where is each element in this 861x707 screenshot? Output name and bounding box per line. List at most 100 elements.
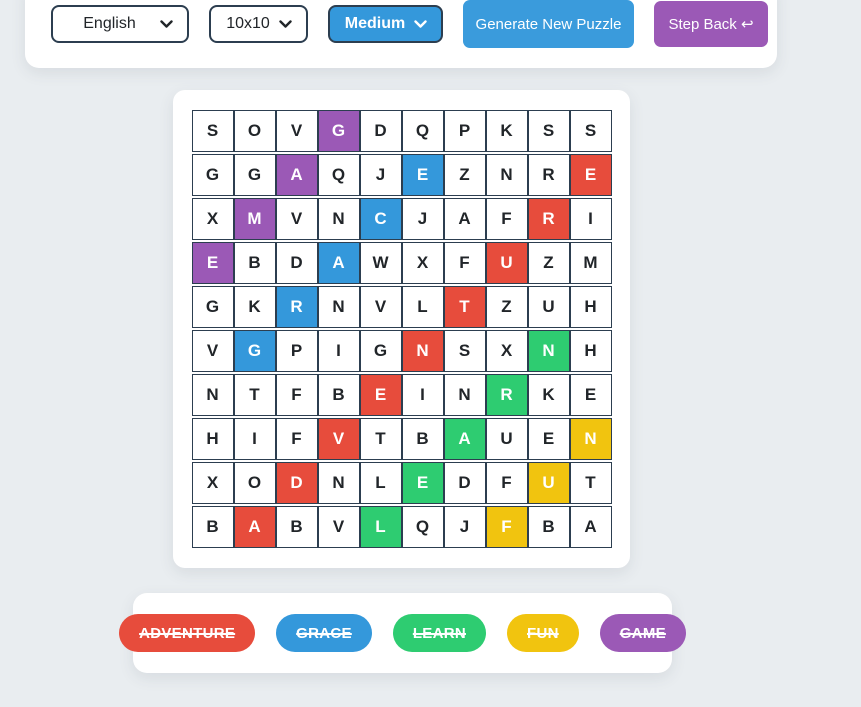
grid-cell-r1c4[interactable]: G xyxy=(317,110,360,152)
grid-cell-r2c7[interactable]: Z xyxy=(443,154,486,196)
grid-cell-r3c6[interactable]: J xyxy=(401,198,444,240)
grid-cell-r2c2[interactable]: G xyxy=(233,154,276,196)
grid-cell-r8c5[interactable]: T xyxy=(359,418,402,460)
grid-cell-r8c2[interactable]: I xyxy=(233,418,276,460)
grid-cell-r4c10[interactable]: M xyxy=(569,242,612,284)
grid-cell-r9c10[interactable]: T xyxy=(569,462,612,504)
grid-cell-r4c6[interactable]: X xyxy=(401,242,444,284)
grid-cell-r7c1[interactable]: N xyxy=(191,374,234,416)
grid-cell-r2c1[interactable]: G xyxy=(191,154,234,196)
grid-cell-r6c1[interactable]: V xyxy=(191,330,234,372)
grid-cell-r2c8[interactable]: N xyxy=(485,154,528,196)
grid-cell-r1c3[interactable]: V xyxy=(275,110,318,152)
grid-cell-r5c3[interactable]: R xyxy=(275,286,318,328)
grid-cell-r10c7[interactable]: J xyxy=(443,506,486,548)
grid-cell-r5c10[interactable]: H xyxy=(569,286,612,328)
grid-cell-r9c1[interactable]: X xyxy=(191,462,234,504)
grid-cell-r7c10[interactable]: E xyxy=(569,374,612,416)
grid-cell-r6c10[interactable]: H xyxy=(569,330,612,372)
grid-cell-r2c4[interactable]: Q xyxy=(317,154,360,196)
grid-cell-r7c9[interactable]: K xyxy=(527,374,570,416)
grid-cell-r1c8[interactable]: K xyxy=(485,110,528,152)
grid-cell-r3c8[interactable]: F xyxy=(485,198,528,240)
grid-cell-r1c2[interactable]: O xyxy=(233,110,276,152)
grid-cell-r9c2[interactable]: O xyxy=(233,462,276,504)
step-back-button[interactable]: Step Back ↩ xyxy=(654,1,768,47)
grid-cell-r8c6[interactable]: B xyxy=(401,418,444,460)
grid-cell-r6c8[interactable]: X xyxy=(485,330,528,372)
grid-cell-r10c4[interactable]: V xyxy=(317,506,360,548)
grid-cell-r7c3[interactable]: F xyxy=(275,374,318,416)
grid-cell-r3c7[interactable]: A xyxy=(443,198,486,240)
grid-cell-r4c9[interactable]: Z xyxy=(527,242,570,284)
grid-cell-r3c3[interactable]: V xyxy=(275,198,318,240)
grid-cell-r6c6[interactable]: N xyxy=(401,330,444,372)
grid-cell-r8c8[interactable]: U xyxy=(485,418,528,460)
grid-cell-r7c2[interactable]: T xyxy=(233,374,276,416)
grid-cell-r4c3[interactable]: D xyxy=(275,242,318,284)
grid-cell-r9c3[interactable]: D xyxy=(275,462,318,504)
grid-cell-r6c5[interactable]: G xyxy=(359,330,402,372)
grid-cell-r6c9[interactable]: N xyxy=(527,330,570,372)
grid-cell-r6c2[interactable]: G xyxy=(233,330,276,372)
grid-cell-r1c7[interactable]: P xyxy=(443,110,486,152)
grid-cell-r6c7[interactable]: S xyxy=(443,330,486,372)
grid-cell-r6c3[interactable]: P xyxy=(275,330,318,372)
grid-cell-r7c5[interactable]: E xyxy=(359,374,402,416)
grid-cell-r2c5[interactable]: J xyxy=(359,154,402,196)
grid-cell-r1c1[interactable]: S xyxy=(191,110,234,152)
grid-cell-r5c2[interactable]: K xyxy=(233,286,276,328)
grid-cell-r3c10[interactable]: I xyxy=(569,198,612,240)
grid-cell-r8c1[interactable]: H xyxy=(191,418,234,460)
generate-new-puzzle-button[interactable]: Generate New Puzzle xyxy=(463,0,634,48)
grid-cell-r10c3[interactable]: B xyxy=(275,506,318,548)
grid-cell-r6c4[interactable]: I xyxy=(317,330,360,372)
grid-cell-r4c7[interactable]: F xyxy=(443,242,486,284)
grid-cell-r7c4[interactable]: B xyxy=(317,374,360,416)
grid-cell-r5c7[interactable]: T xyxy=(443,286,486,328)
grid-cell-r9c6[interactable]: E xyxy=(401,462,444,504)
grid-cell-r2c3[interactable]: A xyxy=(275,154,318,196)
grid-cell-r8c10[interactable]: N xyxy=(569,418,612,460)
difficulty-select[interactable]: Medium xyxy=(328,5,443,43)
grid-cell-r4c2[interactable]: B xyxy=(233,242,276,284)
grid-cell-r9c4[interactable]: N xyxy=(317,462,360,504)
grid-cell-r4c4[interactable]: A xyxy=(317,242,360,284)
grid-cell-r5c1[interactable]: G xyxy=(191,286,234,328)
grid-cell-r3c9[interactable]: R xyxy=(527,198,570,240)
grid-cell-r5c4[interactable]: N xyxy=(317,286,360,328)
grid-cell-r7c6[interactable]: I xyxy=(401,374,444,416)
grid-cell-r4c1[interactable]: E xyxy=(191,242,234,284)
grid-cell-r1c9[interactable]: S xyxy=(527,110,570,152)
grid-cell-r7c8[interactable]: R xyxy=(485,374,528,416)
grid-cell-r2c6[interactable]: E xyxy=(401,154,444,196)
grid-cell-r10c9[interactable]: B xyxy=(527,506,570,548)
grid-cell-r9c5[interactable]: L xyxy=(359,462,402,504)
grid-cell-r10c8[interactable]: F xyxy=(485,506,528,548)
grid-cell-r1c5[interactable]: D xyxy=(359,110,402,152)
grid-cell-r4c5[interactable]: W xyxy=(359,242,402,284)
grid-cell-r3c5[interactable]: C xyxy=(359,198,402,240)
grid-cell-r8c9[interactable]: E xyxy=(527,418,570,460)
grid-cell-r8c7[interactable]: A xyxy=(443,418,486,460)
grid-cell-r2c10[interactable]: E xyxy=(569,154,612,196)
grid-cell-r3c4[interactable]: N xyxy=(317,198,360,240)
grid-cell-r8c3[interactable]: F xyxy=(275,418,318,460)
grid-cell-r7c7[interactable]: N xyxy=(443,374,486,416)
grid-cell-r5c5[interactable]: V xyxy=(359,286,402,328)
grid-cell-r10c2[interactable]: A xyxy=(233,506,276,548)
grid-cell-r3c1[interactable]: X xyxy=(191,198,234,240)
grid-cell-r5c9[interactable]: U xyxy=(527,286,570,328)
grid-cell-r9c7[interactable]: D xyxy=(443,462,486,504)
grid-cell-r9c8[interactable]: F xyxy=(485,462,528,504)
grid-cell-r9c9[interactable]: U xyxy=(527,462,570,504)
language-select[interactable]: English xyxy=(51,5,189,43)
grid-cell-r1c6[interactable]: Q xyxy=(401,110,444,152)
grid-cell-r10c5[interactable]: L xyxy=(359,506,402,548)
grid-cell-r2c9[interactable]: R xyxy=(527,154,570,196)
grid-cell-r10c1[interactable]: B xyxy=(191,506,234,548)
grid-cell-r10c6[interactable]: Q xyxy=(401,506,444,548)
grid-cell-r1c10[interactable]: S xyxy=(569,110,612,152)
grid-cell-r5c6[interactable]: L xyxy=(401,286,444,328)
grid-cell-r8c4[interactable]: V xyxy=(317,418,360,460)
